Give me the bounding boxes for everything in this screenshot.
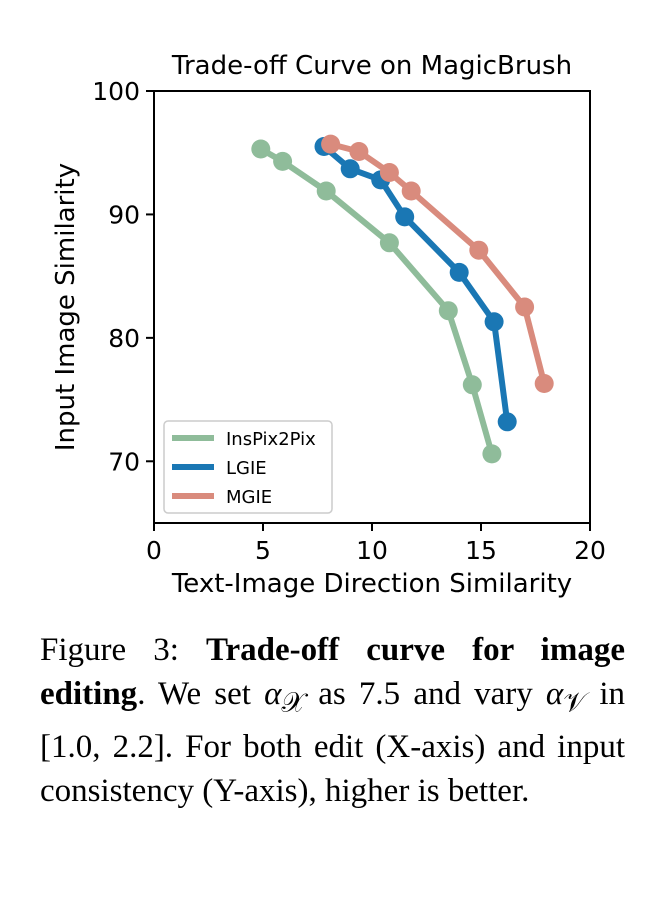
y-axis-label: Input Image Similarity [51, 163, 81, 451]
chart-title: Trade-off Curve on MagicBrush [171, 51, 572, 81]
caption-bold-title: Trade-off curve for image editing [40, 632, 625, 712]
figure-caption: Figure 3: Trade-off curve for image edit… [40, 628, 625, 813]
x-tick-label: 5 [255, 536, 271, 565]
data-point [340, 159, 360, 179]
y-tick-label: 90 [108, 200, 140, 229]
data-point [449, 262, 469, 282]
data-point [395, 207, 415, 227]
y-tick-label: 80 [108, 324, 140, 353]
series-inspix2pix [251, 139, 502, 464]
x-axis-ticks: 0 5 10 15 20 [146, 523, 606, 565]
data-point [316, 181, 336, 201]
data-point [251, 139, 271, 159]
data-point [379, 233, 399, 253]
data-point [321, 134, 341, 154]
data-point [497, 412, 517, 432]
y-tick-label: 70 [108, 447, 140, 476]
y-axis-ticks: 70 80 90 100 [92, 77, 154, 476]
data-point [401, 181, 421, 201]
data-point [534, 374, 554, 393]
series-line-mgie [327, 141, 548, 387]
x-axis-label: Text-Image Direction Similarity [171, 569, 572, 599]
x-tick-label: 0 [146, 536, 162, 565]
caption-subscript-x: 𝒳 [281, 686, 306, 718]
data-point [469, 240, 489, 260]
series-line-inspix2pix [257, 146, 495, 457]
data-point [484, 312, 504, 332]
series-mgie [321, 134, 554, 393]
plot-marks [251, 134, 554, 464]
caption-alpha-v: α [545, 676, 564, 712]
x-tick-label: 15 [465, 536, 497, 565]
caption-text-2: as 7.5 and vary [305, 676, 546, 712]
data-point [515, 297, 535, 317]
legend: InsPix2Pix LGIE MGIE [163, 420, 333, 514]
legend-label: MGIE [226, 487, 272, 508]
legend-box [163, 420, 333, 514]
data-point [462, 375, 482, 395]
series-lgie [314, 137, 517, 432]
data-point [273, 151, 293, 171]
trade-off-chart: Trade-off Curve on MagicBrush 0 5 10 15 20 7… [51, 51, 606, 599]
x-tick-label: 10 [356, 536, 388, 565]
y-tick-label: 100 [92, 77, 140, 106]
caption-text-1: . We set [137, 676, 265, 712]
caption-subscript-v: 𝒱 [563, 686, 587, 718]
legend-label: InsPix2Pix [226, 429, 316, 450]
caption-alpha-x: α [264, 676, 282, 712]
data-point [349, 142, 369, 161]
data-point [379, 163, 399, 182]
caption-prefix: Figure 3: [40, 632, 206, 668]
x-tick-label: 20 [574, 536, 606, 565]
caption-text-3: in [1.0, 2.2]. For both edit (X-axis) an… [40, 676, 625, 809]
data-point [482, 444, 502, 464]
legend-label: LGIE [226, 458, 267, 479]
data-point [438, 301, 458, 321]
